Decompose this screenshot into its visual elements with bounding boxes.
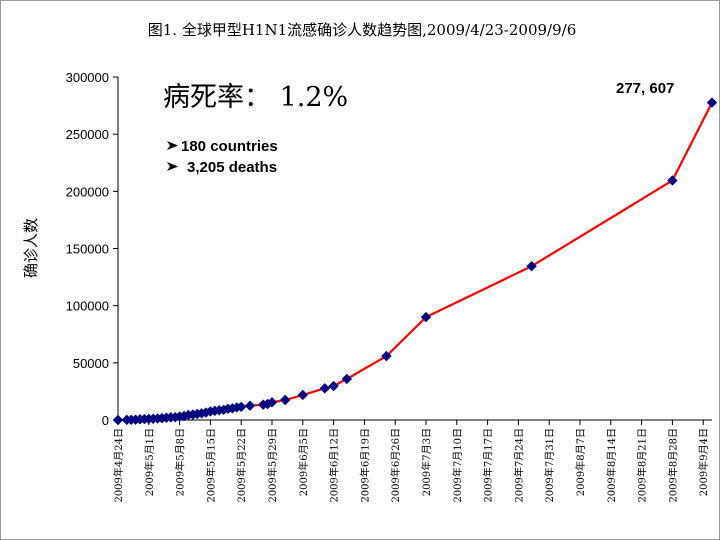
x-tick-label: 2009年6月19日 — [358, 428, 371, 503]
arrow-bullet-icon — [167, 141, 178, 150]
data-point-marker — [420, 311, 432, 323]
data-point-marker — [280, 394, 291, 406]
x-tick-label: 2009年5月15日 — [204, 428, 217, 503]
chart-title: 图1. 全球甲型H1N1流感确诊人数趋势图,2009/4/23-2009/9/6 — [148, 21, 577, 39]
x-tick-label: 2009年8月14日 — [605, 428, 618, 503]
y-tick-label: 300000 — [66, 70, 109, 85]
x-tick-label: 2009年5月1日 — [143, 428, 156, 496]
x-tick-label: 2009年6月5日 — [297, 428, 310, 496]
y-tick-label: 100000 — [66, 299, 109, 314]
deaths-annotation: 3,205 deaths — [167, 159, 277, 176]
x-tick-label: 2009年5月22日 — [235, 428, 248, 503]
arrow-bullet-icon — [167, 162, 178, 171]
data-markers — [112, 97, 718, 426]
data-point-marker — [341, 373, 352, 385]
x-tick-label: 2009年8月21日 — [636, 428, 649, 503]
x-tick-label: 2009年6月12日 — [328, 428, 341, 503]
data-point-marker — [381, 350, 392, 362]
data-point-marker — [526, 261, 537, 272]
data-point-marker — [667, 175, 678, 186]
x-tick-label: 2009年7月31日 — [543, 428, 556, 503]
y-tick-label: 0 — [102, 413, 109, 428]
y-axis-label: 确诊人数 — [22, 218, 40, 278]
x-tick-label: 2009年7月10日 — [451, 428, 464, 503]
data-point-marker — [236, 401, 247, 413]
last-value-annotation: 277, 607 — [616, 80, 674, 97]
x-tick-label: 2009年7月24日 — [512, 428, 525, 503]
y-tick-label: 200000 — [66, 184, 109, 199]
deaths-text: 3,205 deaths — [187, 159, 277, 176]
x-tick-label: 2009年6月26日 — [389, 428, 402, 503]
data-point-marker — [297, 389, 308, 401]
y-tick-label: 250000 — [66, 127, 109, 142]
y-axis-ticks: 0 50000 100000 150000 200000 250000 300000 — [66, 70, 118, 428]
fatality-rate-annotation: 病死率： 1.2% — [163, 82, 348, 113]
y-tick-label: 150000 — [66, 242, 109, 257]
x-tick-label: 2009年5月8日 — [174, 428, 187, 496]
data-point-marker — [706, 97, 718, 108]
data-point-marker — [319, 383, 330, 394]
data-point-marker — [244, 400, 256, 411]
data-point-marker — [266, 397, 278, 408]
x-tick-label: 2009年7月17日 — [482, 428, 495, 503]
countries-text: 180 countries — [181, 138, 278, 155]
x-tick-label: 2009年5月29日 — [266, 428, 279, 503]
y-tick-label: 50000 — [73, 356, 109, 371]
data-point-marker — [178, 410, 190, 422]
x-tick-label: 2009年8月7日 — [574, 428, 587, 496]
x-tick-label: 2009年8月28日 — [666, 428, 679, 503]
axes — [117, 77, 712, 421]
data-point-marker — [112, 414, 124, 426]
data-point-marker — [328, 380, 339, 392]
x-tick-label: 2009年4月24日 — [112, 428, 125, 503]
x-tick-label: 2009年9月4日 — [697, 428, 710, 496]
x-tick-label: 2009年7月3日 — [420, 428, 433, 496]
countries-annotation: 180 countries — [167, 138, 278, 155]
x-axis-ticks: 2009年4月24日 2009年5月1日 2009年5月8日 2009年5月15日 20… — [112, 420, 710, 503]
